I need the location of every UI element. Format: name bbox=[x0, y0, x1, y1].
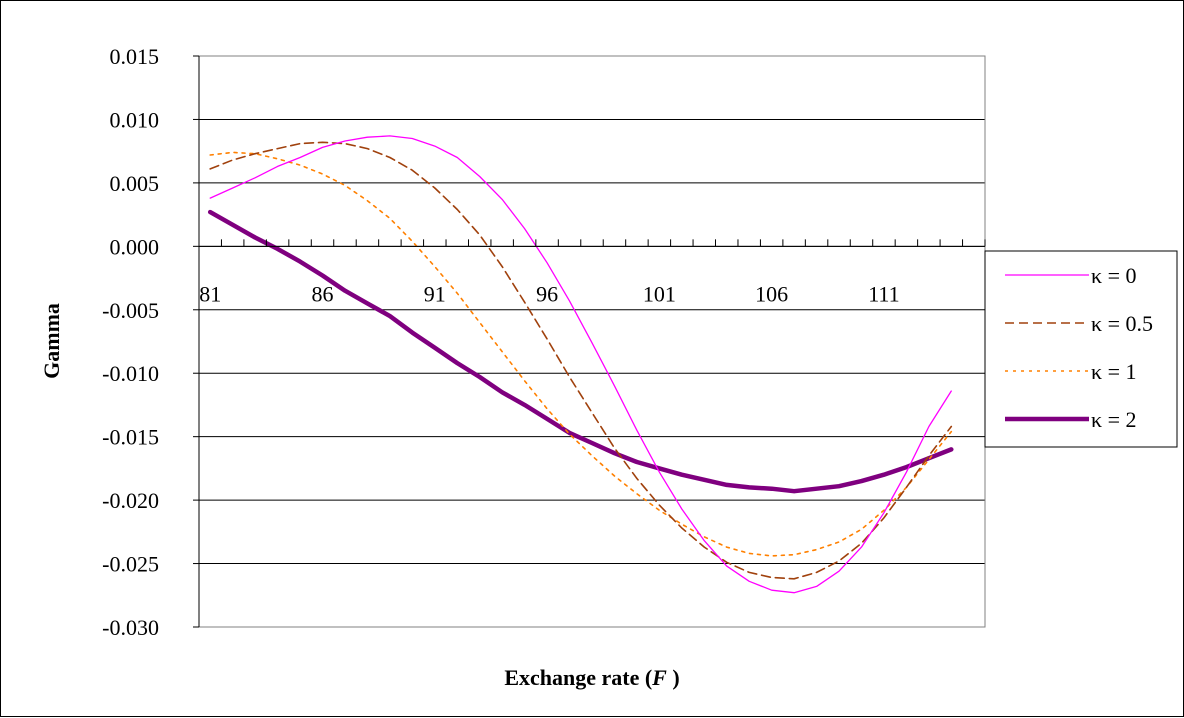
y-tick-label: 0.005 bbox=[110, 171, 160, 196]
x-axis-title: Exchange rate (F ) bbox=[504, 665, 679, 690]
series-line-2 bbox=[209, 151, 953, 557]
series-lines bbox=[207, 135, 954, 594]
legend-label: κ = 0.5 bbox=[1091, 311, 1153, 336]
x-axis-title-main: Exchange rate ( bbox=[504, 665, 652, 690]
legend: κ = 0 κ = 0.5 κ = 1 κ = 2 bbox=[984, 250, 1178, 448]
legend-label: κ = 0 bbox=[1091, 263, 1137, 288]
x-tick-label: 81 bbox=[199, 281, 221, 306]
y-axis-title: Gamma bbox=[39, 303, 64, 379]
y-tick-label: -0.005 bbox=[102, 298, 159, 323]
series-line-1 bbox=[209, 141, 953, 580]
legend-items: κ = 0 κ = 0.5 κ = 1 κ = 2 bbox=[1005, 263, 1153, 432]
y-tick-label: -0.015 bbox=[102, 425, 159, 450]
y-tick-label: -0.030 bbox=[102, 615, 159, 640]
x-tick-label: 111 bbox=[868, 281, 899, 306]
x-tick-label: 86 bbox=[312, 281, 334, 306]
y-tick-label: -0.010 bbox=[102, 361, 159, 386]
legend-box bbox=[984, 250, 1178, 448]
axes bbox=[193, 55, 986, 628]
x-tick-labels: 81 86 91 96 101 106 111 bbox=[199, 281, 899, 306]
series-line-0 bbox=[209, 135, 952, 594]
x-tick-label: 106 bbox=[755, 281, 788, 306]
legend-label: κ = 2 bbox=[1091, 407, 1137, 432]
y-tick-labels: 0.015 0.010 0.005 0.000 -0.005 -0.010 -0.015 -0… bbox=[102, 44, 159, 640]
y-tick-label: 0.015 bbox=[110, 44, 160, 69]
x-tick-label: 91 bbox=[424, 281, 446, 306]
x-axis-title-var: F bbox=[651, 665, 667, 690]
series-line-3 bbox=[207, 209, 954, 494]
legend-label: κ = 1 bbox=[1091, 359, 1137, 384]
y-tick-label: -0.020 bbox=[102, 488, 159, 513]
y-tick-label: 0.000 bbox=[110, 234, 160, 259]
x-tick-label: 96 bbox=[536, 281, 558, 306]
x-axis-title-end: ) bbox=[667, 665, 680, 690]
x-tick-label: 101 bbox=[643, 281, 676, 306]
y-tick-label: 0.010 bbox=[110, 107, 160, 132]
y-tick-label: -0.025 bbox=[102, 552, 159, 577]
